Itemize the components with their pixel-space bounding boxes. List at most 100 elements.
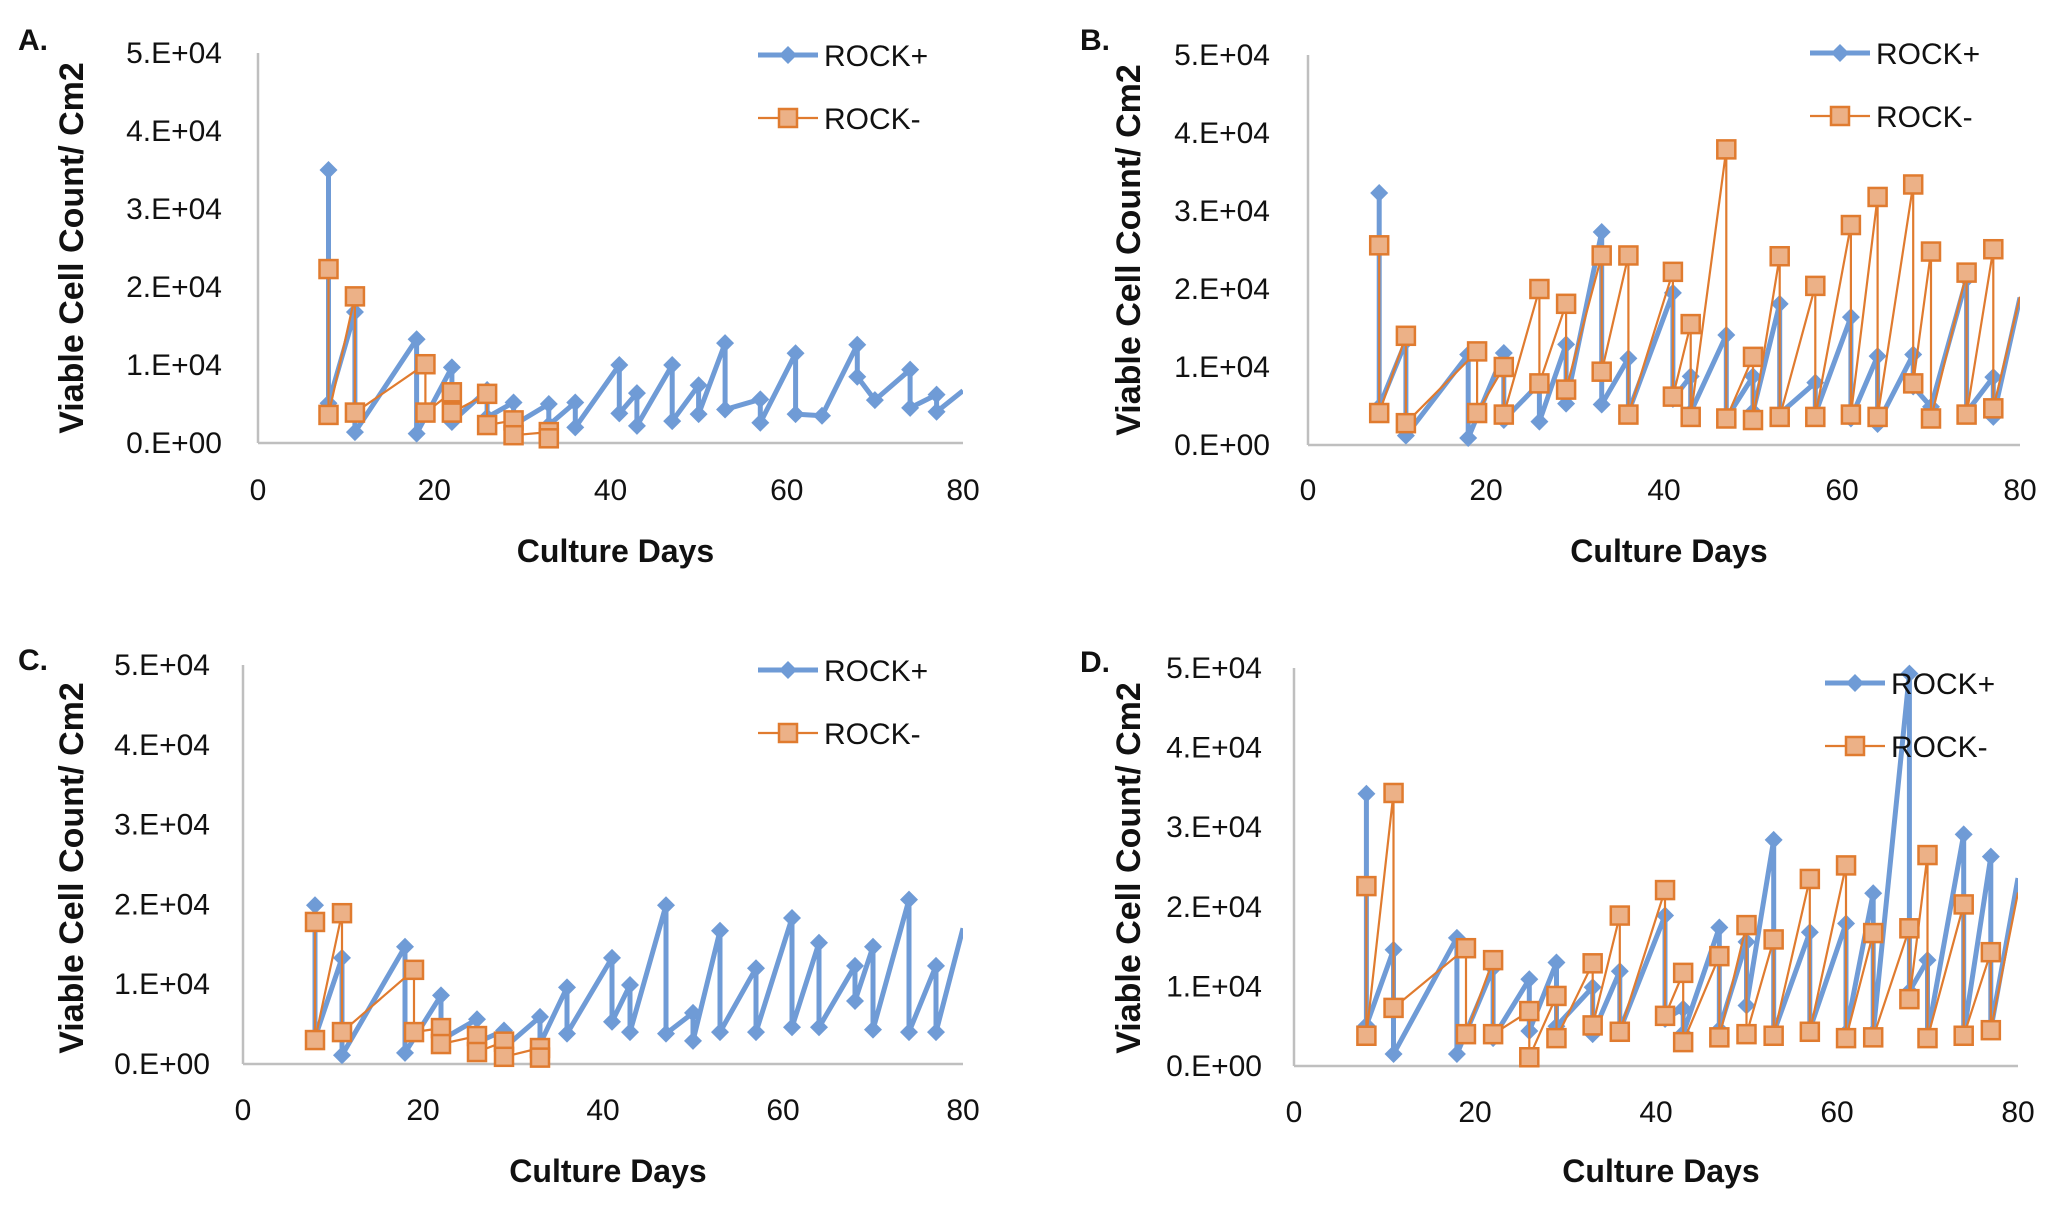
data-point	[1493, 404, 1515, 425]
y-tick-label: 1.E+04	[114, 968, 210, 1001]
data-point	[1370, 184, 1389, 203]
y-tick-label: 4.E+04	[126, 115, 222, 148]
data-point	[1763, 1025, 1784, 1047]
data-point	[1840, 214, 1862, 236]
data-point	[684, 1003, 702, 1022]
data-point	[1592, 223, 1611, 242]
data-point	[621, 1023, 639, 1042]
data-point	[1862, 1027, 1884, 1048]
plot-area	[304, 890, 963, 1068]
data-point	[1662, 261, 1684, 283]
data-point	[1654, 879, 1676, 901]
legend: ROCK+ ROCK-	[758, 655, 928, 751]
data-point	[1520, 970, 1539, 989]
x-tick-label: 80	[2001, 1096, 2034, 1129]
data-point	[558, 978, 576, 997]
plot-area	[1368, 139, 2020, 447]
y-tick-label: 4.E+04	[1174, 117, 1270, 150]
data-point	[747, 959, 765, 978]
data-point	[663, 356, 682, 374]
y-tick-label: 3.E+04	[1174, 195, 1270, 228]
legend-label: ROCK+	[1876, 38, 1980, 71]
data-point	[538, 428, 560, 449]
data-point	[566, 418, 585, 437]
data-point	[1654, 1005, 1676, 1027]
data-point	[848, 367, 867, 386]
data-point	[1447, 1045, 1466, 1064]
data-point	[1862, 922, 1884, 944]
data-point	[1902, 373, 1924, 394]
data-point	[1983, 398, 2004, 419]
data-point	[566, 393, 585, 412]
data-point	[1736, 1023, 1757, 1045]
data-point	[1455, 1023, 1477, 1045]
panel-b: B. 0.E+00 1.E+04 2.E+04 3.E+04 4.E+04 5.E+04 0 2…	[1080, 24, 2037, 569]
data-point	[319, 161, 338, 179]
data-point	[1482, 1023, 1504, 1045]
data-point	[407, 424, 426, 443]
data-point	[1609, 905, 1631, 926]
data-point	[1736, 914, 1757, 936]
data-point	[1672, 962, 1694, 984]
data-point	[1546, 985, 1567, 1007]
data-point	[1582, 1015, 1603, 1036]
data-point	[1356, 1025, 1377, 1047]
legend: ROCK+ ROCK-	[1825, 668, 1995, 764]
data-point	[927, 956, 945, 975]
x-axis-title: Culture Days	[517, 533, 714, 569]
data-point	[810, 1018, 828, 1037]
legend-label: ROCK-	[1876, 101, 1973, 134]
legend-item-rock-plus: ROCK+	[758, 655, 928, 688]
data-point	[504, 393, 523, 412]
data-point	[1917, 844, 1938, 866]
data-point	[344, 402, 366, 423]
y-tick-label: 1.E+04	[1166, 970, 1262, 1003]
x-tick-label: 0	[235, 1094, 252, 1127]
data-point	[1956, 262, 1977, 283]
data-point	[716, 334, 735, 353]
data-point	[927, 402, 946, 421]
data-point	[1710, 918, 1729, 937]
data-point	[783, 1018, 801, 1037]
y-tick-label: 0.E+00	[126, 427, 222, 460]
data-point	[1680, 313, 1701, 335]
data-point	[1764, 830, 1783, 849]
data-point	[901, 360, 920, 379]
data-point	[1709, 1027, 1730, 1048]
data-point	[468, 1010, 486, 1029]
y-tick-label: 3.E+04	[114, 809, 210, 842]
x-tick-label: 60	[1820, 1096, 1853, 1129]
data-point	[1395, 325, 1417, 347]
y-tick-label: 3.E+04	[126, 193, 222, 226]
legend-item-rock-minus: ROCK-	[758, 718, 921, 751]
legend-label: ROCK+	[1891, 668, 1995, 701]
panel-letter: B.	[1080, 24, 1110, 57]
y-tick-label: 2.E+04	[1166, 891, 1262, 924]
data-point	[901, 398, 920, 417]
data-point	[813, 406, 831, 425]
data-point	[1618, 404, 1639, 425]
data-point	[403, 1021, 425, 1043]
data-point	[864, 1020, 882, 1039]
data-point	[318, 404, 339, 426]
data-point	[304, 1029, 326, 1051]
data-point	[476, 383, 498, 405]
data-point	[1920, 241, 1942, 262]
data-point	[1799, 1021, 1821, 1043]
x-axis-title: Culture Days	[1562, 1153, 1759, 1189]
x-tick-label: 80	[946, 1094, 979, 1127]
data-point	[1680, 406, 1701, 428]
legend-marker-diamond	[1831, 44, 1849, 62]
y-tick-label: 4.E+04	[1166, 732, 1262, 765]
data-point	[1981, 847, 2000, 866]
data-point	[1529, 278, 1550, 300]
legend-label: ROCK+	[824, 40, 928, 73]
legend-marker-square	[777, 107, 799, 129]
data-point	[1763, 929, 1784, 950]
data-point	[1555, 293, 1577, 315]
data-point	[1368, 235, 1390, 256]
panel-d: D. 0.E+00 1.E+04 2.E+04 3.E+04 4.E+04 5.E+04 0 2…	[1080, 646, 2035, 1189]
data-point	[1455, 937, 1477, 959]
plot-area	[1356, 664, 2018, 1068]
data-point	[1716, 139, 1737, 160]
